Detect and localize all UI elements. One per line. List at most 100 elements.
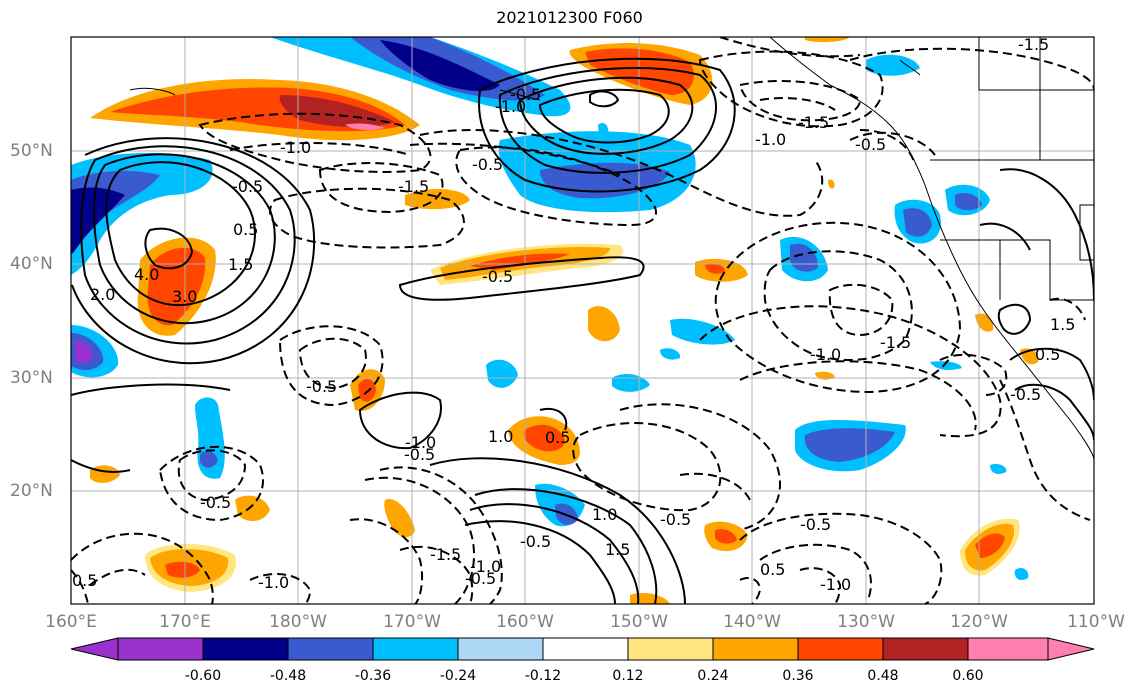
colorbar-tick-label: 0.24	[697, 668, 729, 684]
contour-label: -1.0	[495, 97, 526, 116]
contour-label: -1.0	[258, 573, 289, 592]
contour-label: -1.0	[820, 575, 851, 594]
colorbar-tick-label: -0.48	[269, 668, 307, 684]
lat-label: 40°N	[10, 254, 53, 274]
contour-label: 4.0	[134, 265, 159, 284]
colorbar-segment	[457, 637, 544, 661]
positive-anomaly-region	[630, 593, 670, 604]
colorbar-tick-label: 0.12	[612, 668, 644, 684]
negative-anomaly-region	[903, 208, 932, 237]
positive-anomaly-region	[235, 495, 270, 522]
contour-label: 0.5	[233, 220, 258, 239]
lon-label: 180°W	[269, 612, 327, 632]
colorbar-segment	[797, 637, 884, 661]
negative-anomaly-region	[955, 193, 982, 211]
lon-label: 120°W	[950, 612, 1008, 632]
colorbar-tick-label: -0.12	[524, 668, 562, 684]
lon-label: 150°W	[610, 612, 668, 632]
contour-label: -0.5	[855, 135, 886, 154]
positive-anomaly-region	[715, 529, 737, 544]
contour-label: 1.0	[488, 427, 513, 446]
contour-label: -1.0	[810, 345, 841, 364]
lat-label: 20°N	[10, 481, 53, 501]
colorbar-tick-label: -0.24	[439, 668, 477, 684]
positive-anomaly-region	[705, 263, 725, 274]
colorbar-tick-label: 0.36	[782, 668, 814, 684]
negative-anomaly-region	[75, 340, 94, 363]
positive-anomaly-region	[828, 179, 835, 189]
contour-label: -0.5	[472, 155, 503, 174]
negative-anomaly-region	[612, 374, 650, 392]
lon-label: 160°E	[45, 612, 97, 632]
lat-label: 50°N	[10, 141, 53, 161]
negative-contours	[71, 37, 1094, 604]
contour-label: -0.5	[306, 377, 337, 396]
contour-label: 0.5	[72, 571, 97, 590]
contour-label: 0.5	[1035, 345, 1060, 364]
lon-label: 130°W	[837, 612, 895, 632]
colorbar-segment	[70, 637, 119, 661]
colorbar-segment	[117, 637, 204, 661]
positive-anomaly-region	[975, 313, 994, 332]
lon-label: 170°W	[383, 612, 441, 632]
lat-label: 30°N	[10, 368, 53, 388]
contour-label: -0.5	[660, 510, 691, 529]
positive-anomaly-region	[588, 306, 620, 342]
negative-anomaly-region	[380, 40, 500, 92]
contour-label: -0.5	[482, 267, 513, 286]
colorbar-segment	[712, 637, 799, 661]
negative-anomaly-region	[670, 318, 735, 345]
positive-anomaly-region	[165, 561, 200, 578]
positive-anomaly-region	[523, 424, 565, 452]
negative-anomaly-region	[804, 428, 895, 462]
positive-anomaly-region	[345, 123, 385, 130]
negative-anomaly-region	[200, 450, 218, 468]
lon-label: 170°E	[159, 612, 211, 632]
positive-anomaly-region	[470, 253, 570, 270]
contour-label: -0.5	[510, 85, 541, 104]
colorbar-segment	[967, 637, 1049, 661]
contour-label: 0.5	[545, 428, 570, 447]
colorbar-segment	[1047, 637, 1095, 661]
positive-anomaly-region	[805, 37, 850, 43]
negative-anomaly-region	[660, 348, 681, 360]
positive-anomaly-region	[279, 95, 395, 128]
contour-label: 1.0	[592, 505, 617, 524]
positive-anomaly-region	[90, 465, 120, 483]
contour-label: -1.0	[755, 130, 786, 149]
colorbar-segment	[372, 637, 459, 661]
map-title: 2021012300 F060	[496, 8, 643, 27]
contour-label: -0.5	[800, 515, 831, 534]
colorbar-segment	[287, 637, 374, 661]
negative-anomaly-region	[866, 54, 920, 76]
contour-label: -0.5	[404, 445, 435, 464]
contour-label: 3.0	[172, 287, 197, 306]
contour-label: -1.5	[430, 545, 461, 564]
colorbar-segment	[882, 637, 969, 661]
colorbar-tick-label: -0.36	[354, 668, 392, 684]
positive-anomaly-region	[975, 533, 1005, 558]
colorbar-tick-label: 0.48	[867, 668, 899, 684]
contour-label: -0.5	[200, 493, 231, 512]
contour-label: -1.5	[398, 177, 429, 196]
positive-anomaly-region	[358, 378, 376, 402]
contour-label-group: -1.0 -0.5 -1.5 -0.5 -1.0 -1.5 -0.5 -1.0 …	[72, 35, 1075, 594]
positive-anomaly-region	[384, 499, 415, 538]
contour-label: 0.5	[760, 560, 785, 579]
contour-label: -0.5	[1010, 385, 1041, 404]
colorbar-segment	[202, 637, 289, 661]
colorbar-tick-label: 0.60	[952, 668, 984, 684]
lon-label: 160°W	[496, 612, 554, 632]
lon-label: 110°W	[1067, 612, 1125, 632]
contour-label: 1.5	[605, 540, 630, 559]
contour-label: -1.0	[405, 433, 436, 452]
negative-anomaly-region	[930, 361, 962, 370]
colorbar-segment	[627, 637, 714, 661]
negative-anomaly-region	[486, 359, 518, 388]
positive-contours	[71, 57, 1094, 604]
contour-label: -0.5	[520, 532, 551, 551]
contour-label: 2.0	[90, 285, 115, 304]
contour-label: -1.0	[470, 557, 501, 576]
negative-anomaly-region	[990, 463, 1007, 474]
contour-label: -0.5	[232, 177, 263, 196]
